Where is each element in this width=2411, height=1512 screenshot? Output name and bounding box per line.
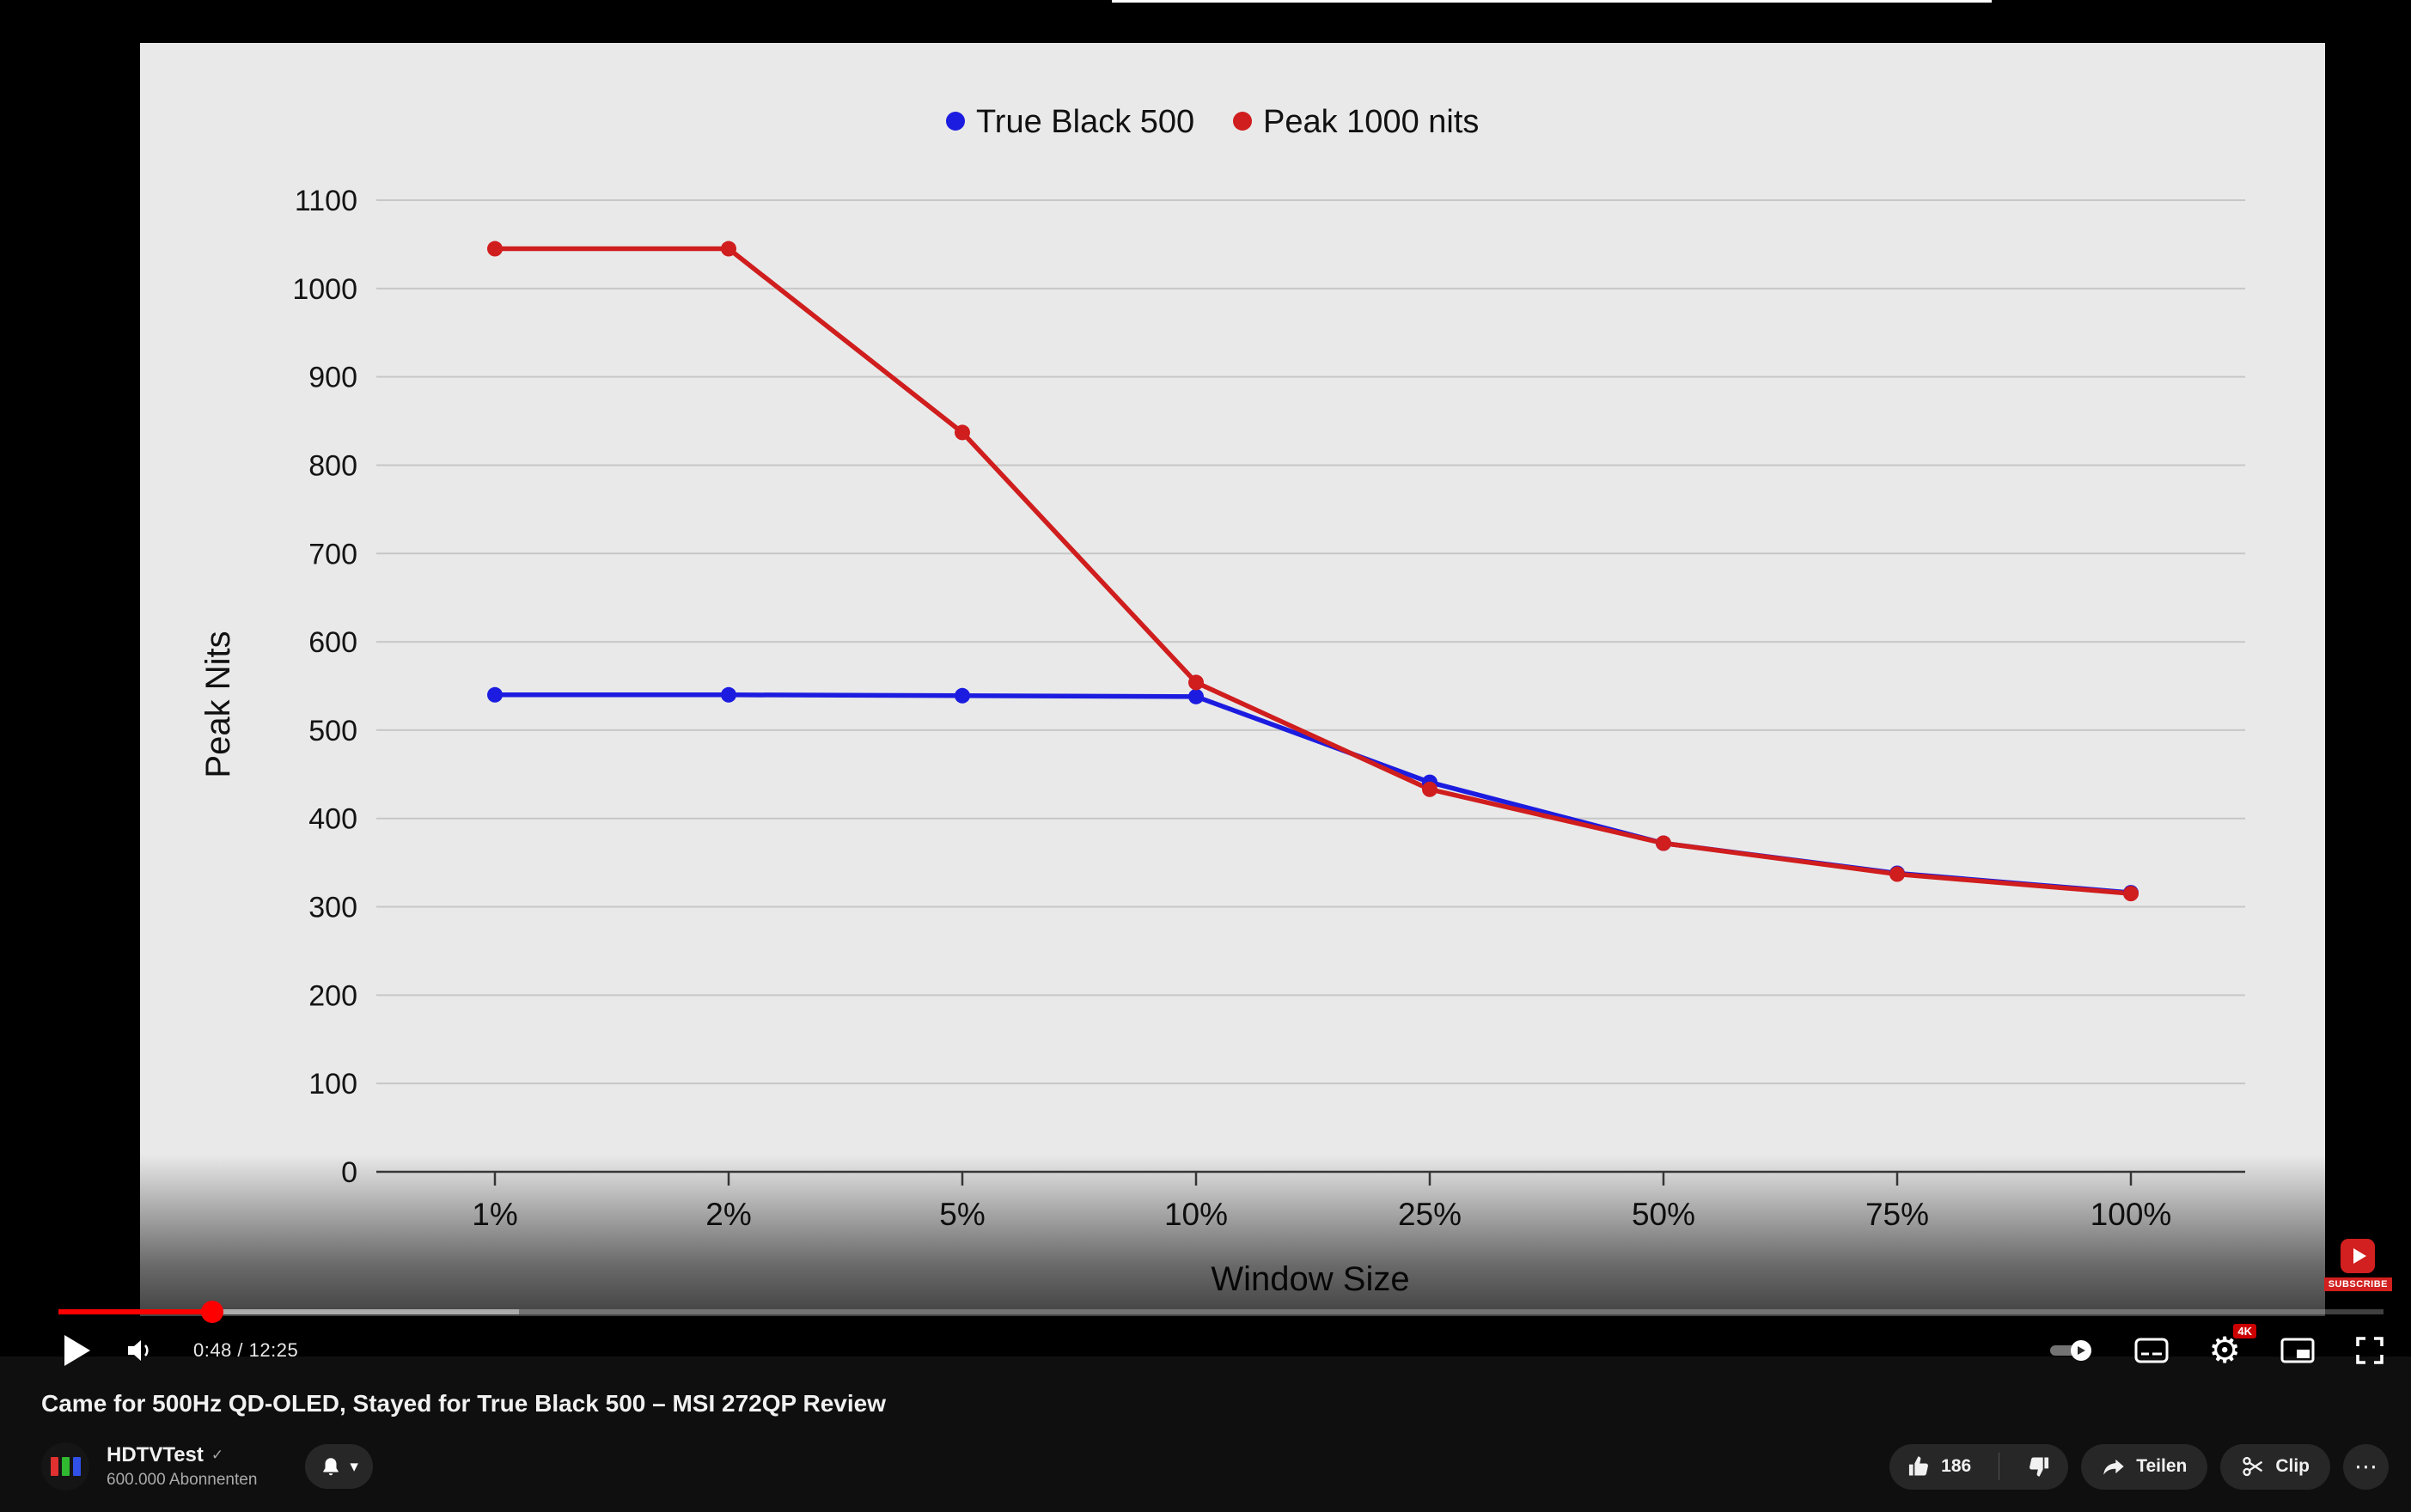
series-line [495,246,2132,896]
progress-buffered [58,1309,519,1314]
clip-button[interactable]: Clip [2220,1443,2330,1490]
subtitles-button[interactable] [2134,1338,2169,1363]
channel-avatar[interactable] [41,1442,89,1491]
x-axis-title: Window Size [1211,1260,1409,1298]
legend-marker [1233,112,1252,131]
settings-button[interactable]: ⚙ 4K [2208,1324,2256,1369]
progress-played [58,1309,212,1314]
play-icon [64,1335,90,1366]
y-tick-label: 1100 [295,185,357,217]
legend-marker [946,112,965,131]
data-point [721,686,736,703]
youtube-watermark-icon [2341,1239,2376,1273]
fullscreen-button[interactable] [2354,1335,2385,1366]
x-tick-label: 50% [1632,1197,1695,1232]
y-tick-label: 400 [308,803,357,836]
y-tick-label: 800 [308,449,357,482]
clip-label: Clip [2275,1456,2310,1476]
video-player-surface[interactable]: 0 100 200 300 400 500 600 700 800 900 1000 1100 1% 2%… [0,0,2411,1369]
miniplayer-button[interactable] [2280,1338,2315,1363]
notifications-button[interactable]: ▾ [305,1444,373,1489]
like-button[interactable]: 186 [1889,1444,1988,1490]
data-point [487,686,503,703]
bell-icon [323,1458,339,1476]
dislike-button[interactable] [2010,1444,2068,1490]
data-point [487,241,503,257]
data-point [955,424,970,441]
video-title: Came for 500Hz QD-OLED, Stayed for True … [41,1390,886,1417]
share-icon [2103,1459,2124,1475]
channel-row: HDTVTest ✓ 600.000 Abonnenten ▾ 186 [41,1435,2389,1498]
thumb-up-icon [1909,1456,1929,1476]
share-button[interactable]: Teilen [2081,1443,2208,1490]
legend-label: Peak 1000 nits [1263,104,1479,140]
y-tick-label: 0 [341,1156,357,1189]
more-actions-button[interactable]: ⋯ [2343,1443,2389,1490]
data-point [2123,886,2139,902]
y-tick-label: 100 [308,1068,357,1100]
autoplay-toggle-icon [2050,1340,2092,1361]
channel-name[interactable]: HDTVTest [107,1443,204,1466]
share-label: Teilen [2136,1456,2188,1476]
miniplayer-icon [2280,1338,2315,1363]
data-point [1422,781,1437,797]
x-tick-label: 1% [472,1197,517,1232]
x-tick-label: 75% [1865,1197,1929,1232]
data-point [1188,674,1204,691]
y-tick-label: 600 [308,626,357,659]
y-axis-title: Peak Nits [199,631,237,777]
volume-icon [128,1340,149,1361]
play-button[interactable] [64,1335,90,1366]
series-line [495,692,2132,895]
x-tick-label: 25% [1398,1197,1462,1232]
quality-badge: 4K [2233,1324,2256,1338]
chevron-down-icon: ▾ [350,1457,358,1476]
video-top-sliver [1112,0,1992,3]
x-tick-label: 100% [2091,1197,2172,1232]
volume-button[interactable] [125,1336,159,1365]
watermark-subscribe-label[interactable]: SUBSCRIBE [2323,1277,2392,1291]
like-dislike-pill: 186 [1889,1443,2069,1490]
video-actions: 186 Teilen Clip ⋯ [1889,1443,2389,1490]
subtitles-icon [2134,1338,2169,1363]
progress-scrubber[interactable] [200,1301,223,1323]
thumb-down-icon [2030,1457,2049,1477]
y-tick-label: 1000 [292,273,357,306]
like-count: 186 [1941,1456,1972,1476]
channel-watermark[interactable]: SUBSCRIBE [2323,1239,2392,1291]
fullscreen-icon [2356,1337,2384,1364]
autoplay-toggle[interactable] [2047,1338,2095,1363]
y-tick-label: 300 [308,892,357,924]
time-display: 0:48 / 12:25 [193,1339,299,1361]
legend-label: True Black 500 [976,104,1194,140]
y-tick-label: 900 [308,362,357,394]
chart-slide: 0 100 200 300 400 500 600 700 800 900 1000 1100 1% 2%… [140,43,2325,1316]
verified-badge-icon: ✓ [211,1447,224,1464]
data-point [1188,688,1204,704]
progress-bar[interactable] [58,1301,2384,1323]
data-point [955,687,970,704]
more-icon: ⋯ [2354,1453,2377,1480]
player-controls: 0:48 / 12:25 ⚙ 4K [64,1323,2385,1378]
y-tick-label: 200 [308,979,357,1012]
y-tick-label: 500 [308,715,357,747]
x-tick-label: 10% [1164,1197,1228,1232]
peak-brightness-chart: 0 100 200 300 400 500 600 700 800 900 1000 1100 1% 2%… [140,43,2325,1316]
data-point [721,241,736,257]
channel-logo-icon [50,1457,81,1476]
data-point [1656,835,1671,851]
scissors-icon [2243,1456,2263,1477]
y-tick-label: 700 [308,538,357,570]
subscriber-count: 600.000 Abonnenten [107,1471,258,1489]
x-tick-label: 2% [705,1197,751,1232]
x-tick-label: 5% [939,1197,985,1232]
data-point [1889,866,1905,882]
